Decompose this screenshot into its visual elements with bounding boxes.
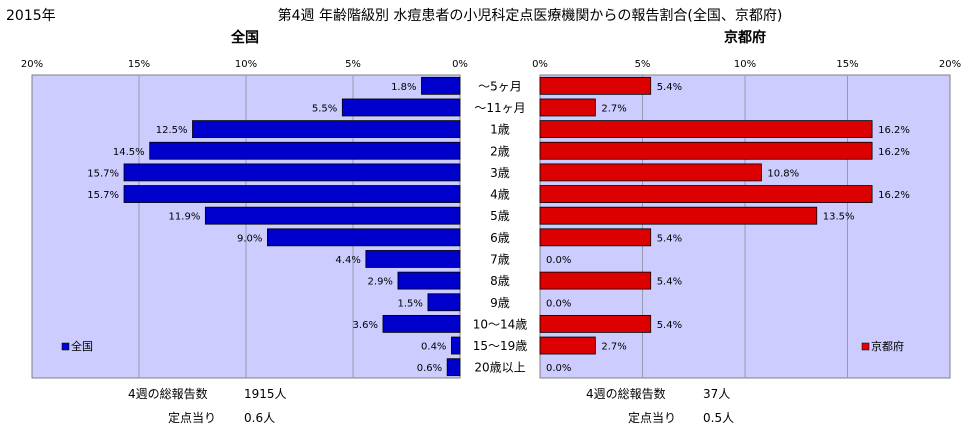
national-per-value: 0.6人 xyxy=(244,411,275,425)
national-total-value: 1915人 xyxy=(244,387,287,401)
category-label: 4歳 xyxy=(490,188,510,202)
national-tick-label: 10% xyxy=(235,59,257,70)
kyoto-bar xyxy=(539,206,818,225)
kyoto-value-label: 0.0% xyxy=(546,255,571,266)
category-label: ～11ヶ月 xyxy=(474,101,525,115)
kyoto-bar xyxy=(539,76,652,95)
category-label: 3歳 xyxy=(490,166,510,180)
national-bar xyxy=(365,250,461,268)
category-label: 5歳 xyxy=(490,209,510,223)
national-bar xyxy=(427,293,461,312)
kyoto-total-label: 4週の総報告数 xyxy=(586,386,666,401)
kyoto-tick-label: 15% xyxy=(836,59,858,70)
kyoto-footer: 4週の総報告数 37人 定点当り 0.5人 xyxy=(586,386,734,425)
category-label: 15～19歳 xyxy=(473,339,528,353)
national-panel-title: 全国 xyxy=(230,29,259,46)
national-per-label: 定点当り xyxy=(168,410,216,425)
national-tick-label: 20% xyxy=(21,59,43,70)
national-bar xyxy=(123,185,461,203)
kyoto-value-label: 0.0% xyxy=(546,363,571,374)
kyoto-value-label: 5.4% xyxy=(657,233,682,244)
kyoto-legend-label: 京都府 xyxy=(871,339,904,353)
kyoto-tick-label: 5% xyxy=(635,59,651,70)
national-bar xyxy=(451,336,461,355)
national-footer: 4週の総報告数 1915人 定点当り 0.6人 xyxy=(128,386,287,425)
national-value-label: 9.0% xyxy=(237,233,262,244)
national-bar xyxy=(446,358,461,377)
national-value-label: 3.6% xyxy=(353,320,378,331)
national-value-label: 1.8% xyxy=(391,82,416,93)
kyoto-value-label: 2.7% xyxy=(601,103,626,114)
category-label: 9歳 xyxy=(490,296,510,310)
kyoto-value-label: 5.4% xyxy=(657,277,682,288)
kyoto-bar xyxy=(539,98,596,117)
category-label: 8歳 xyxy=(490,274,510,288)
national-value-label: 15.7% xyxy=(87,168,119,179)
national-value-label: 0.4% xyxy=(421,342,446,353)
kyoto-tick-label: 10% xyxy=(734,59,756,70)
national-total-label: 4週の総報告数 xyxy=(128,386,208,401)
kyoto-bar xyxy=(539,271,652,290)
category-label: 6歳 xyxy=(490,231,510,245)
national-legend-label: 全国 xyxy=(71,339,93,353)
kyoto-bar xyxy=(539,185,873,203)
national-tick-label: 15% xyxy=(128,59,150,70)
national-value-label: 12.5% xyxy=(156,125,188,136)
category-label: ～5ヶ月 xyxy=(478,79,522,93)
kyoto-value-label: 13.5% xyxy=(823,212,855,223)
national-bar xyxy=(123,163,461,182)
kyoto-legend-swatch xyxy=(861,342,870,351)
national-value-label: 4.4% xyxy=(335,255,360,266)
kyoto-bar xyxy=(539,314,652,333)
kyoto-total-value: 37人 xyxy=(703,387,730,401)
kyoto-legend: 京都府 xyxy=(861,339,904,353)
kyoto-per-value: 0.5人 xyxy=(703,411,734,425)
national-tick-label: 0% xyxy=(452,59,468,70)
kyoto-value-label: 16.2% xyxy=(878,125,910,136)
kyoto-value-label: 5.4% xyxy=(657,320,682,331)
national-bar xyxy=(204,206,461,225)
category-label: 2歳 xyxy=(490,144,510,158)
national-tick-label: 5% xyxy=(345,59,361,70)
kyoto-tick-label: 20% xyxy=(939,59,961,70)
national-bar xyxy=(421,76,461,95)
kyoto-tick-label: 0% xyxy=(532,59,548,70)
national-value-label: 5.5% xyxy=(312,103,337,114)
kyoto-panel-title: 京都府 xyxy=(724,29,766,46)
national-bar xyxy=(192,120,461,139)
category-label: 20歳以上 xyxy=(474,361,525,375)
national-value-label: 15.7% xyxy=(87,190,119,201)
national-bar xyxy=(397,271,461,290)
category-label: 7歳 xyxy=(490,252,510,266)
kyoto-bar xyxy=(539,120,873,139)
kyoto-bar xyxy=(539,141,873,160)
kyoto-value-label: 2.7% xyxy=(601,342,626,353)
national-legend: 全国 xyxy=(61,339,93,353)
kyoto-value-label: 10.8% xyxy=(767,168,799,179)
kyoto-bar xyxy=(539,336,596,355)
national-bar xyxy=(149,141,461,160)
chart-title: 第4週 年齢階級別 水痘患者の小児科定点医療機関からの報告割合(全国、京都府) xyxy=(278,7,783,24)
national-bar xyxy=(382,314,461,333)
national-bar xyxy=(266,228,461,247)
national-legend-swatch xyxy=(61,342,70,351)
kyoto-value-label: 16.2% xyxy=(878,190,910,201)
category-label: 10～14歳 xyxy=(473,317,528,331)
national-value-label: 1.5% xyxy=(397,298,422,309)
year-label: 2015年 xyxy=(6,8,56,24)
national-bar xyxy=(341,98,461,117)
category-label: 1歳 xyxy=(490,123,510,137)
kyoto-bar xyxy=(539,163,762,182)
national-value-label: 0.6% xyxy=(417,363,442,374)
national-value-label: 2.9% xyxy=(368,277,393,288)
kyoto-value-label: 5.4% xyxy=(657,82,682,93)
kyoto-per-label: 定点当り xyxy=(628,410,676,425)
kyoto-value-label: 0.0% xyxy=(546,298,571,309)
national-value-label: 11.9% xyxy=(169,212,201,223)
national-value-label: 14.5% xyxy=(113,147,145,158)
kyoto-value-label: 16.2% xyxy=(878,147,910,158)
kyoto-bar xyxy=(539,228,652,247)
